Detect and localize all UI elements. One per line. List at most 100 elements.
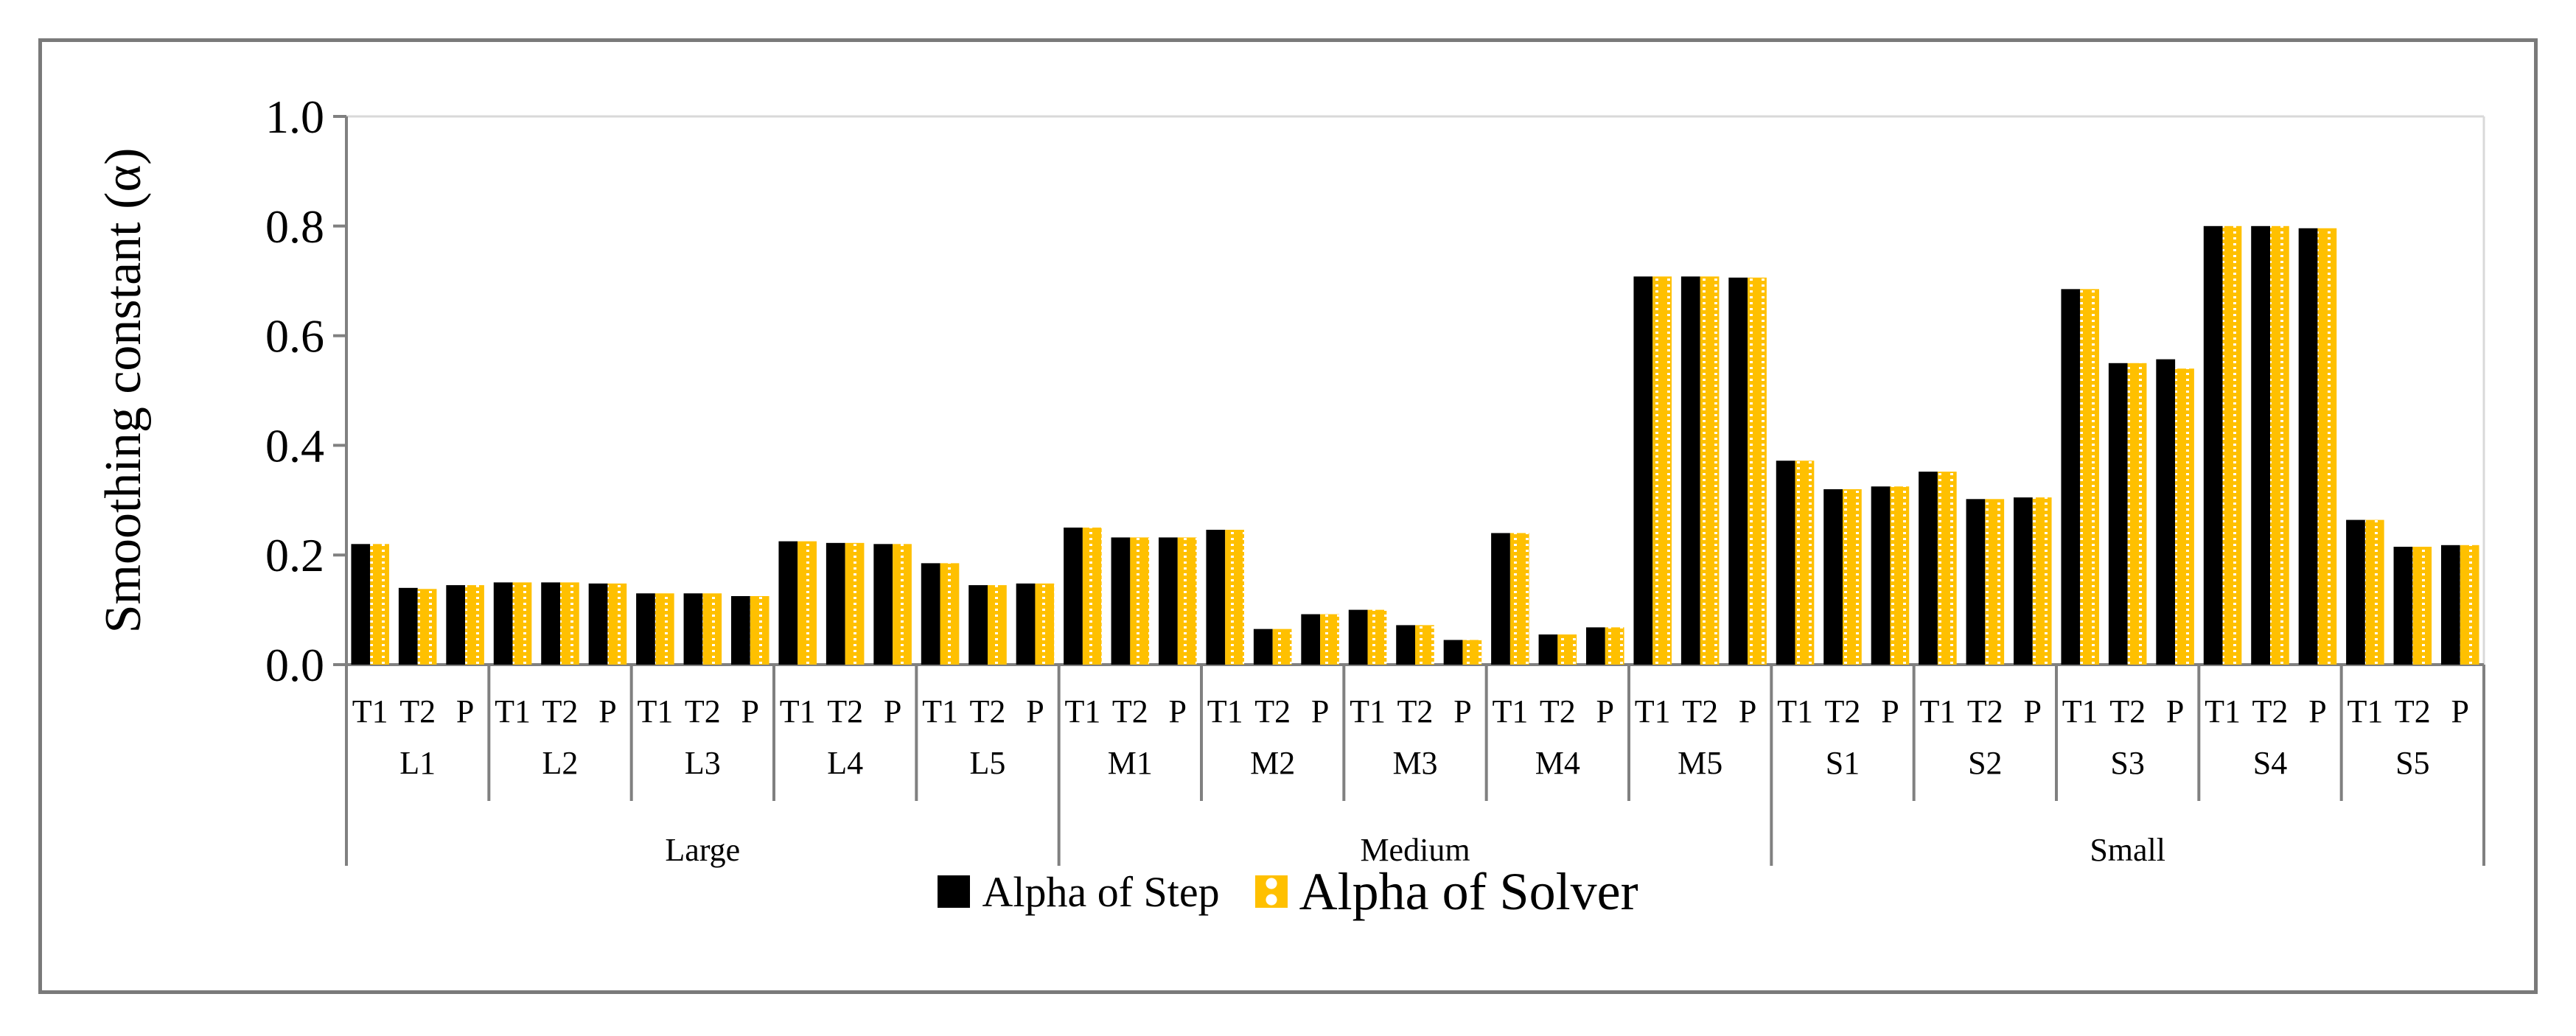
bar-solver — [750, 596, 769, 665]
x-sub-label: T1 — [2347, 693, 2383, 729]
y-tick-label: 0.2 — [265, 529, 324, 581]
bar-solver — [2317, 228, 2337, 665]
x-sub-label: T2 — [2395, 693, 2431, 729]
x-sub-label: T1 — [1777, 693, 1813, 729]
bar-step — [1680, 276, 1700, 665]
bar-step — [778, 541, 798, 665]
bar-solver — [1652, 276, 1672, 665]
x-sub-label: T2 — [970, 693, 1006, 729]
x-sub-label: T1 — [780, 693, 816, 729]
bar-solver — [1937, 472, 1957, 665]
bar-solver — [465, 585, 484, 665]
x-sub-label: T1 — [922, 693, 958, 729]
bar-step — [1253, 629, 1273, 665]
x-sub-label: T1 — [495, 693, 531, 729]
x-sub-label: T2 — [1682, 693, 1718, 729]
bar-step — [1491, 533, 1510, 665]
bar-solver — [1225, 529, 1244, 665]
bar-step — [1871, 486, 1891, 665]
bar-solver — [2222, 225, 2242, 665]
x-case-label: M2 — [1250, 745, 1295, 781]
x-sub-label: T2 — [685, 693, 721, 729]
bar-solver — [797, 541, 817, 665]
bar-solver — [2460, 545, 2479, 665]
x-sub-label: T2 — [2252, 693, 2289, 729]
bar-step — [1728, 277, 1748, 665]
x-sub-label: T2 — [1397, 693, 1434, 729]
bar-step — [493, 582, 513, 665]
bar-step — [731, 596, 750, 665]
x-sub-label: T1 — [352, 693, 388, 729]
x-sub-label: P — [598, 693, 616, 729]
x-sub-label: P — [2024, 693, 2042, 729]
bar-step — [683, 593, 703, 665]
x-sub-label: T2 — [1254, 693, 1291, 729]
bar-step — [825, 542, 845, 665]
x-case-label: L3 — [685, 745, 721, 781]
x-sub-label: T2 — [1540, 693, 1576, 729]
bar-step — [1064, 528, 1083, 665]
x-case-label: S2 — [1968, 745, 2002, 781]
x-case-label: S5 — [2395, 745, 2429, 781]
bar-step — [588, 583, 608, 665]
x-sub-label: T1 — [637, 693, 673, 729]
bar-step — [446, 585, 466, 665]
x-sub-label: T2 — [1967, 693, 2003, 729]
bar-solver — [1843, 489, 1862, 665]
x-sub-label: T1 — [1635, 693, 1671, 729]
legend-swatch-solver — [1254, 875, 1288, 908]
bar-step — [2393, 547, 2413, 665]
x-sub-label: T1 — [1919, 693, 1955, 729]
x-sub-label: T2 — [399, 693, 436, 729]
bar-solver — [560, 582, 579, 665]
bar-solver — [512, 582, 532, 665]
x-case-label: M1 — [1108, 745, 1153, 781]
bar-step — [1348, 609, 1368, 665]
x-sub-label: T2 — [542, 693, 579, 729]
x-sub-label: P — [2451, 693, 2469, 729]
x-group-label: Small — [2090, 832, 2165, 868]
x-sub-label: T1 — [1350, 693, 1386, 729]
legend-label-step: Alpha of Step — [982, 867, 1220, 916]
bar-solver — [2127, 363, 2147, 665]
bar-step — [2346, 519, 2365, 665]
labels-layer: 0.0 0.2 0.4 0.6 0.8 1.0 Smoothing constant (α)… — [95, 91, 2469, 868]
bar-step — [921, 563, 940, 665]
bar-step — [541, 582, 560, 665]
x-sub-label: P — [1739, 693, 1756, 729]
bar-step — [636, 593, 655, 665]
x-sub-label: T2 — [2109, 693, 2146, 729]
bar-solver — [702, 593, 722, 665]
bar-solver — [988, 585, 1007, 665]
x-sub-label: P — [1311, 693, 1329, 729]
bar-step — [398, 587, 418, 665]
bar-solver — [1415, 625, 1434, 665]
legend-label-solver: Alpha of Solver — [1299, 861, 1638, 921]
bar-solver — [417, 589, 437, 665]
x-sub-label: T1 — [1064, 693, 1100, 729]
y-tick-label: 1.0 — [265, 91, 324, 143]
x-case-label: L4 — [827, 745, 863, 781]
x-case-label: L5 — [970, 745, 1006, 781]
bar-step — [1823, 489, 1843, 665]
x-sub-label: T2 — [827, 693, 863, 729]
bar-step — [2061, 289, 2081, 665]
bar-step — [1538, 634, 1558, 665]
x-sub-label: P — [884, 693, 901, 729]
x-sub-label: P — [2308, 693, 2326, 729]
bar-solver — [1795, 461, 1815, 665]
chart-legend: Alpha of Step Alpha of Solver — [0, 855, 2576, 928]
x-group-label: Large — [665, 832, 740, 868]
bar-solver — [607, 583, 627, 665]
bar-solver — [1890, 486, 1910, 665]
bar-step — [1301, 614, 1321, 665]
bar-solver — [1985, 499, 2005, 665]
bar-solver — [1748, 277, 1767, 665]
bar-solver — [2175, 368, 2194, 665]
bar-solver — [1035, 583, 1055, 665]
x-case-label: S3 — [2110, 745, 2144, 781]
bar-solver — [1272, 629, 1292, 665]
bar-step — [1206, 529, 1226, 665]
bar-solver — [1605, 627, 1624, 665]
bar-solver — [2270, 225, 2289, 665]
